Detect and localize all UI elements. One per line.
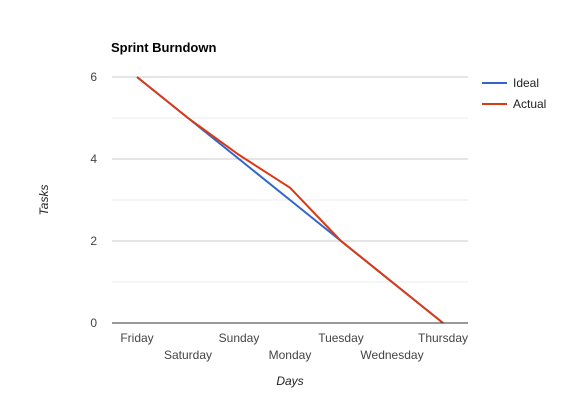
chart-title: Sprint Burndown bbox=[111, 40, 216, 55]
x-tick-label: Wednesday bbox=[360, 348, 423, 362]
x-tick-label: Saturday bbox=[164, 348, 212, 362]
x-tick-label: Sunday bbox=[219, 331, 260, 345]
y-tick-labels: 0 2 4 6 bbox=[90, 70, 97, 330]
x-axis-title: Days bbox=[276, 374, 303, 388]
y-axis-title: Tasks bbox=[37, 185, 51, 216]
x-tick-label: Tuesday bbox=[318, 331, 364, 345]
legend-label-ideal: Ideal bbox=[513, 76, 539, 90]
x-tick-labels: Friday Saturday Sunday Monday Tuesday Wednesd… bbox=[120, 331, 468, 362]
gridlines bbox=[112, 77, 468, 282]
x-tick-label: Friday bbox=[120, 331, 153, 345]
legend-label-actual: Actual bbox=[513, 97, 546, 111]
y-tick-label: 0 bbox=[90, 316, 97, 330]
x-tick-label: Thursday bbox=[418, 331, 468, 345]
x-tick-label: Monday bbox=[269, 348, 312, 362]
y-tick-label: 2 bbox=[90, 234, 97, 248]
legend: Ideal Actual bbox=[482, 76, 546, 111]
y-tick-label: 6 bbox=[90, 70, 97, 84]
y-tick-label: 4 bbox=[90, 152, 97, 166]
